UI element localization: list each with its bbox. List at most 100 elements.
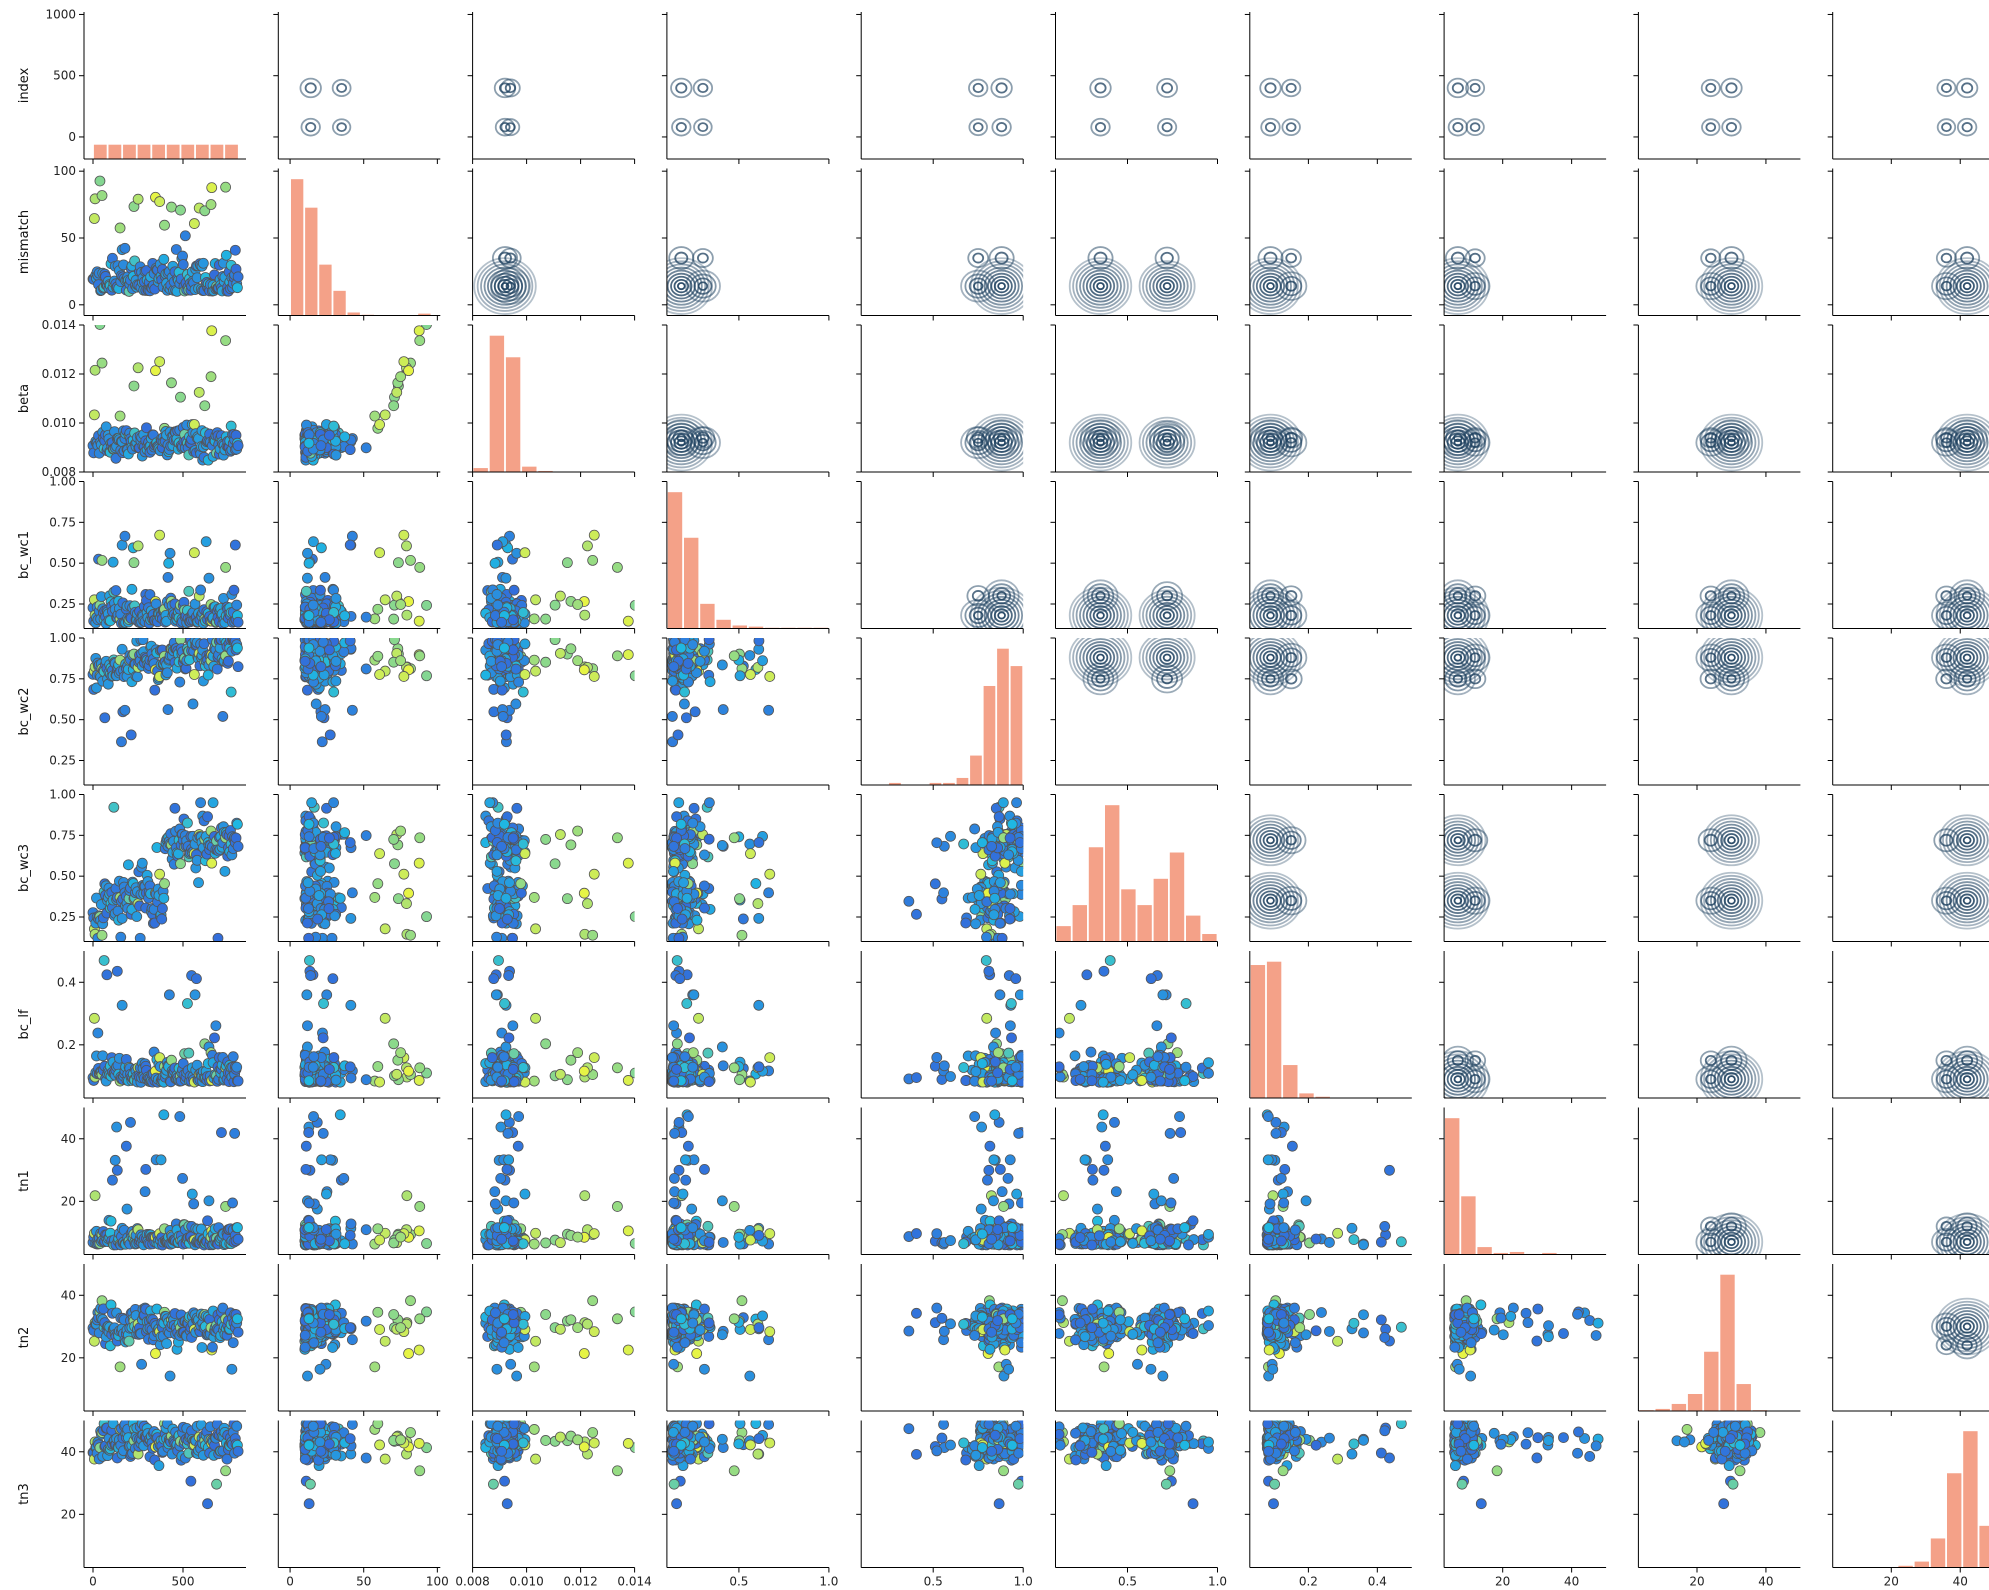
kde-contour bbox=[1255, 644, 1286, 671]
hist-bar-mismatch-4 bbox=[346, 311, 361, 316]
kde-contour bbox=[1085, 272, 1116, 300]
scatter-point bbox=[698, 880, 710, 892]
kde-contour bbox=[1949, 884, 1986, 918]
panel-beta-vs-tn2 bbox=[1633, 324, 1801, 477]
scatter-point bbox=[315, 661, 327, 673]
scatter-point bbox=[687, 639, 699, 650]
scatter-point bbox=[327, 973, 339, 985]
scatter-point bbox=[511, 802, 523, 814]
kde-contour bbox=[1252, 269, 1289, 303]
scatter-point bbox=[945, 830, 956, 842]
kde-contour bbox=[1249, 878, 1296, 924]
kde-contour bbox=[1154, 246, 1180, 270]
scatter-point bbox=[629, 911, 635, 922]
panel-bc_wc1-vs-tn1 bbox=[1439, 481, 1607, 634]
kde-contour bbox=[1952, 272, 1982, 300]
kde-contour bbox=[1939, 833, 1954, 847]
kde-contour bbox=[1713, 269, 1750, 303]
hist-bar-bc_wc1-8 bbox=[796, 626, 813, 629]
scatter-point bbox=[330, 847, 341, 859]
kde-contour bbox=[1464, 605, 1486, 626]
scatter-point bbox=[578, 664, 590, 676]
panel-bc_wc1-vs-beta bbox=[467, 481, 636, 634]
scatter-point bbox=[136, 857, 148, 869]
kde-contour bbox=[1089, 605, 1112, 626]
kde-contour bbox=[1087, 246, 1114, 270]
kde-contour bbox=[1706, 592, 1757, 629]
kde-contour bbox=[1464, 276, 1486, 296]
kde-contour bbox=[1082, 662, 1119, 696]
kde-contour bbox=[1249, 814, 1299, 867]
scatter-point bbox=[197, 257, 209, 269]
scatter-point bbox=[500, 892, 512, 904]
kde-contour bbox=[1444, 419, 1483, 466]
kde-contour bbox=[1079, 419, 1122, 457]
scatter-point bbox=[681, 712, 692, 724]
kde-contour bbox=[1162, 653, 1172, 662]
kde-contour bbox=[1962, 282, 1972, 291]
scatter-point bbox=[699, 645, 710, 657]
scatter-point bbox=[421, 325, 432, 330]
kde-contour bbox=[1945, 881, 1989, 921]
panel-beta-vs-beta bbox=[467, 324, 636, 477]
kde-contour bbox=[1156, 668, 1179, 689]
kde-contour bbox=[1279, 585, 1303, 607]
scatter-point bbox=[345, 912, 357, 924]
scatter-point bbox=[391, 1068, 403, 1080]
kde-contour bbox=[1068, 413, 1133, 472]
panel-mismatch-vs-bc_wc1 bbox=[661, 168, 830, 321]
scatter-point bbox=[496, 616, 508, 628]
kde-contour bbox=[1723, 833, 1740, 848]
kde-contour bbox=[1695, 428, 1727, 457]
scatter-point bbox=[492, 599, 504, 611]
scatter-point bbox=[98, 955, 110, 966]
scatter-point bbox=[231, 1061, 243, 1073]
panel-bc_wc2-vs-tn2 bbox=[1633, 637, 1801, 790]
kde-contour bbox=[1444, 638, 1480, 678]
hist-bar-index-1 bbox=[107, 143, 123, 159]
scatter-point bbox=[154, 529, 166, 541]
kde-contour bbox=[499, 122, 511, 133]
kde-contour bbox=[1462, 828, 1489, 853]
scatter-point bbox=[175, 391, 186, 403]
kde-contour bbox=[1705, 652, 1717, 663]
kde-contour bbox=[1450, 278, 1466, 294]
kde-contour bbox=[1717, 583, 1746, 609]
scatter-point bbox=[1016, 865, 1024, 877]
kde-contour bbox=[1727, 282, 1736, 291]
kde-contour bbox=[1284, 590, 1298, 602]
kde-contour bbox=[1934, 427, 1959, 449]
scatter-point bbox=[764, 671, 776, 682]
scatter-point bbox=[969, 903, 981, 915]
scatter-point bbox=[326, 932, 338, 942]
hist-bar-index-8 bbox=[209, 143, 225, 159]
scatter-point bbox=[346, 704, 358, 716]
kde-contour bbox=[1159, 650, 1175, 665]
scatter-point bbox=[232, 661, 244, 673]
scatter-point bbox=[141, 422, 152, 434]
scatter-point bbox=[691, 667, 702, 679]
scatter-point bbox=[97, 1050, 109, 1062]
panel-bc_wc3-vs-bc_wc2 bbox=[856, 794, 1024, 947]
scatter-point bbox=[323, 644, 335, 656]
scatter-point bbox=[116, 736, 127, 748]
scatter-point bbox=[315, 440, 327, 452]
scatter-point bbox=[220, 249, 232, 261]
scatter-point bbox=[200, 536, 212, 548]
kde-contour bbox=[1468, 431, 1482, 444]
scatter-point bbox=[744, 650, 756, 661]
kde-contour bbox=[1444, 878, 1483, 924]
scatter-point bbox=[528, 613, 540, 625]
hist-bar-bc_wc2-8 bbox=[996, 647, 1010, 785]
kde-contour bbox=[1962, 836, 1972, 845]
kde-contour bbox=[1448, 587, 1468, 605]
hist-bar-index-6 bbox=[180, 143, 195, 159]
kde-contour bbox=[489, 267, 531, 305]
y-tick-label: 0.75 bbox=[49, 828, 76, 842]
y-tick-label: 100 bbox=[53, 164, 76, 178]
scatter-point bbox=[315, 616, 327, 628]
kde-contour bbox=[1724, 251, 1739, 265]
hist-bar-bc_wc1-9 bbox=[812, 626, 829, 629]
kde-contour bbox=[666, 416, 710, 469]
scatter-point bbox=[225, 686, 237, 698]
